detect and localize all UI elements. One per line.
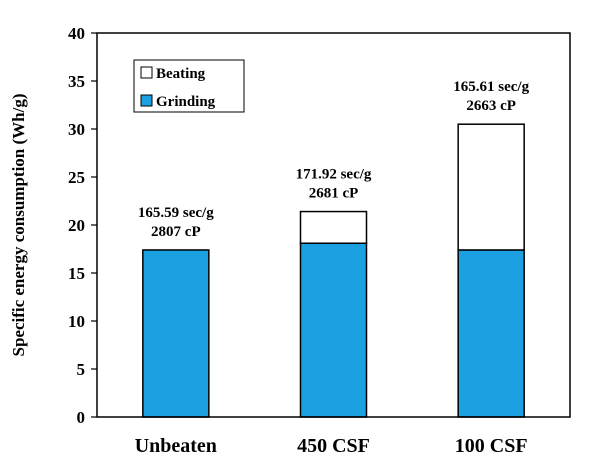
y-tick-label: 25 xyxy=(68,168,85,187)
y-tick-label: 20 xyxy=(68,216,85,235)
bar-annotation-viscosity: 2807 cP xyxy=(151,224,201,240)
bar-annotation-time: 165.59 sec/g xyxy=(138,205,214,221)
bar-annotation-time: 165.61 sec/g xyxy=(453,79,529,95)
bar-annotation-time: 171.92 sec/g xyxy=(296,167,372,183)
y-tick-label: 35 xyxy=(68,72,85,91)
y-tick-label: 0 xyxy=(77,408,86,427)
plot-frame xyxy=(96,32,571,418)
y-tick-label: 40 xyxy=(68,24,85,43)
y-tick-label: 5 xyxy=(77,360,86,379)
bar-beating-100-csf xyxy=(457,123,525,251)
bar-annotation-viscosity: 2681 cP xyxy=(309,186,359,202)
y-tick-label: 10 xyxy=(68,312,85,331)
bar-grinding-450-csf xyxy=(299,242,368,418)
x-category-label: 100 CSF xyxy=(455,435,528,457)
y-axis-label: Specific energy consumption (Wh/g) xyxy=(9,93,28,356)
bar-grinding-100-csf xyxy=(457,249,525,418)
x-category-label: Unbeaten xyxy=(135,435,217,457)
legend-swatch-beating xyxy=(140,66,153,79)
legend-label-beating: Beating xyxy=(156,66,206,82)
bar-grinding-unbeaten xyxy=(142,249,210,418)
bar-annotation-viscosity: 2663 cP xyxy=(466,98,516,114)
bar-beating-450-csf xyxy=(299,210,368,244)
x-category-label: 450 CSF xyxy=(297,435,370,457)
y-tick-label: 30 xyxy=(68,120,85,139)
legend-swatch-grinding xyxy=(140,94,153,107)
legend-label-grinding: Grinding xyxy=(156,94,216,110)
y-tick-label: 15 xyxy=(68,264,85,283)
legend: Beating Grinding xyxy=(133,59,245,113)
